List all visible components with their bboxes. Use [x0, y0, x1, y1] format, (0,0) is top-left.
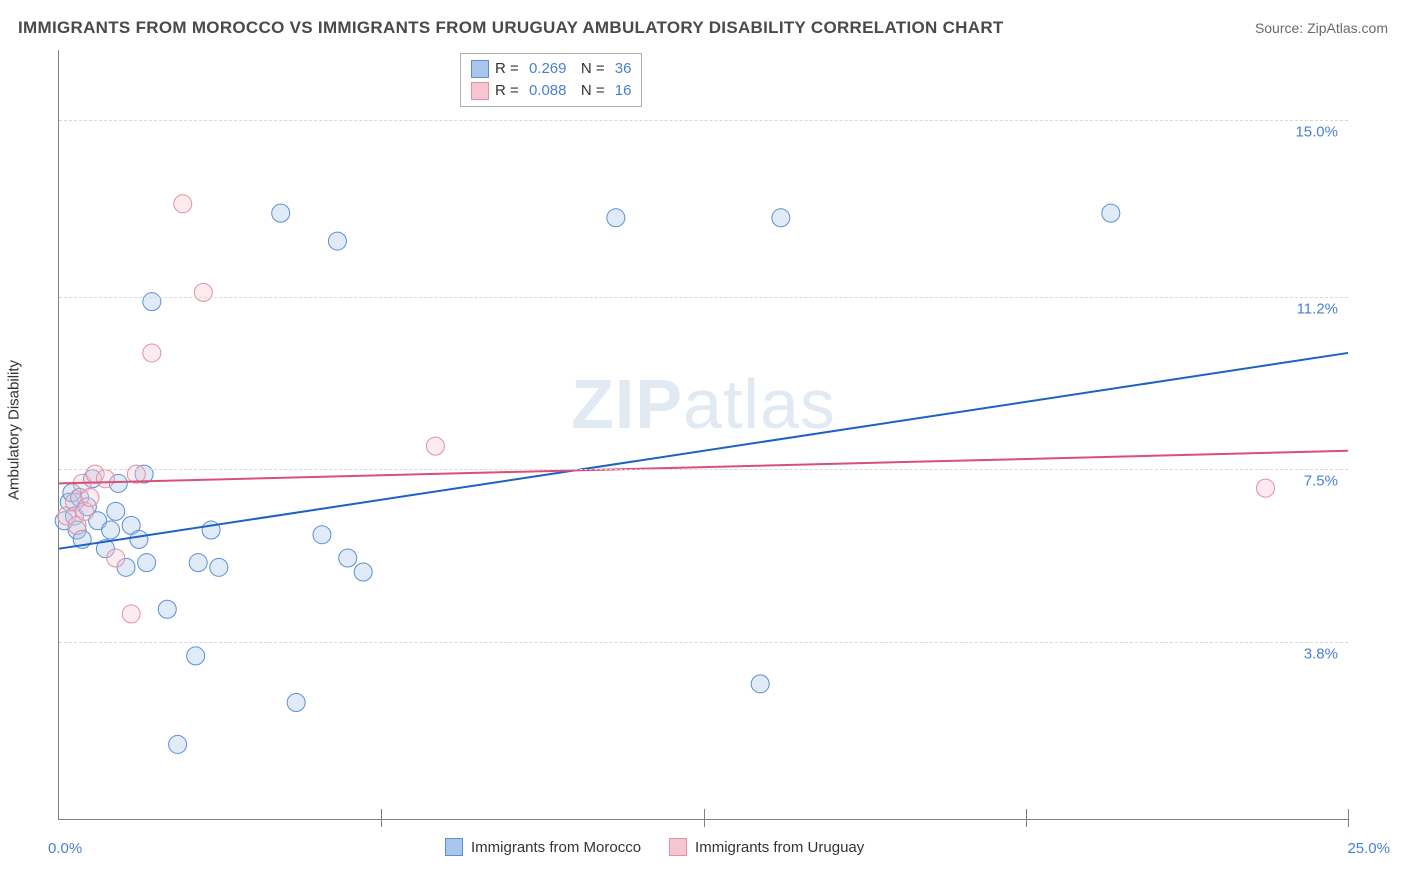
header-bar: IMMIGRANTS FROM MOROCCO VS IMMIGRANTS FR… — [18, 18, 1388, 38]
scatter-point — [102, 521, 120, 539]
legend-top: R = 0.269 N = 36R = 0.088 N = 16 — [460, 53, 642, 107]
scatter-point — [328, 232, 346, 250]
legend-n-label: N = — [572, 80, 608, 102]
ytick-label: 15.0% — [1295, 123, 1338, 140]
gridline-v — [1348, 809, 1349, 819]
xtick-mark — [704, 819, 705, 827]
legend-bottom-label: Immigrants from Morocco — [471, 839, 641, 856]
scatter-point — [751, 675, 769, 693]
legend-r-label: R = — [495, 80, 523, 102]
scatter-point — [354, 563, 372, 581]
scatter-point — [339, 549, 357, 567]
source-prefix: Source: — [1255, 20, 1307, 36]
scatter-point — [210, 558, 228, 576]
legend-n-label: N = — [572, 58, 608, 80]
legend-swatch — [669, 838, 687, 856]
scatter-point — [772, 209, 790, 227]
legend-bottom-item: Immigrants from Uruguay — [669, 838, 864, 856]
gridline-v — [1026, 809, 1027, 819]
scatter-point — [1257, 479, 1275, 497]
x-max-label: 25.0% — [1347, 840, 1390, 857]
legend-swatch — [445, 838, 463, 856]
legend-bottom-label: Immigrants from Uruguay — [695, 839, 864, 856]
scatter-point — [130, 530, 148, 548]
gridline-h — [59, 120, 1348, 121]
scatter-point — [194, 283, 212, 301]
legend-r-label: R = — [495, 58, 523, 80]
scatter-point — [287, 693, 305, 711]
ytick-label: 3.8% — [1304, 645, 1338, 662]
legend-r-value: 0.269 — [529, 58, 567, 80]
ytick-label: 11.2% — [1297, 301, 1338, 318]
gridline-h — [59, 297, 1348, 298]
scatter-point — [158, 600, 176, 618]
scatter-point — [107, 549, 125, 567]
scatter-point — [313, 526, 331, 544]
scatter-point — [143, 344, 161, 362]
gridline-v — [704, 809, 705, 819]
scatter-svg — [59, 50, 1348, 819]
scatter-point — [169, 735, 187, 753]
scatter-point — [187, 647, 205, 665]
scatter-point — [122, 605, 140, 623]
gridline-v — [381, 809, 382, 819]
scatter-point — [96, 470, 114, 488]
legend-bottom: Immigrants from Morocco Immigrants from U… — [445, 838, 864, 856]
xtick-mark — [381, 819, 382, 827]
legend-top-row: R = 0.269 N = 36 — [471, 58, 631, 80]
scatter-point — [1102, 204, 1120, 222]
legend-n-value: 36 — [615, 58, 632, 80]
gridline-h — [59, 469, 1348, 470]
scatter-point — [272, 204, 290, 222]
legend-top-row: R = 0.088 N = 16 — [471, 80, 631, 102]
legend-r-value: 0.088 — [529, 80, 567, 102]
legend-n-value: 16 — [615, 80, 632, 102]
source-label: Source: ZipAtlas.com — [1255, 20, 1388, 36]
trend-line — [59, 353, 1348, 549]
ytick-label: 7.5% — [1304, 473, 1338, 490]
legend-bottom-item: Immigrants from Morocco — [445, 838, 641, 856]
scatter-point — [426, 437, 444, 455]
gridline-h — [59, 642, 1348, 643]
trend-line — [59, 451, 1348, 484]
xtick-mark — [1026, 819, 1027, 827]
chart-title: IMMIGRANTS FROM MOROCCO VS IMMIGRANTS FR… — [18, 18, 1004, 38]
legend-swatch — [471, 60, 489, 78]
scatter-point — [189, 554, 207, 572]
scatter-point — [138, 554, 156, 572]
scatter-point — [81, 488, 99, 506]
scatter-point — [174, 195, 192, 213]
scatter-point — [143, 293, 161, 311]
legend-swatch — [471, 82, 489, 100]
x-min-label: 0.0% — [48, 840, 82, 857]
y-axis-label: Ambulatory Disability — [6, 360, 23, 500]
scatter-point — [107, 502, 125, 520]
scatter-point — [607, 209, 625, 227]
xtick-mark — [1348, 819, 1349, 827]
source-name: ZipAtlas.com — [1307, 20, 1388, 36]
plot-area: ZIPatlas 3.8%7.5%11.2%15.0% — [58, 50, 1348, 820]
